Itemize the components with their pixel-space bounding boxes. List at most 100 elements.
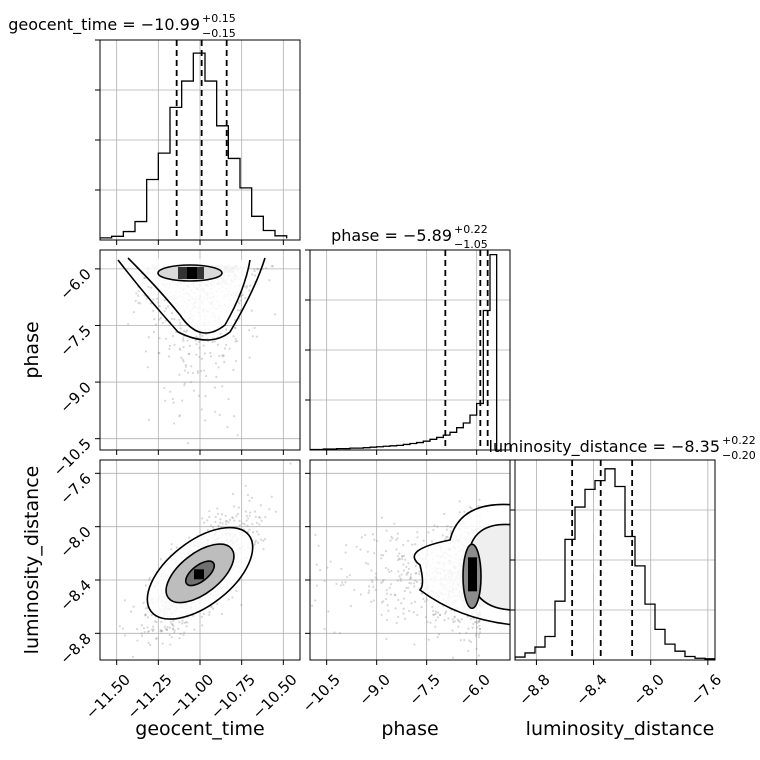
- density-geocent-time-luminosity-distance-point: [118, 625, 121, 628]
- density-phase-luminosity-distance-point: [385, 592, 389, 595]
- density-geocent-time-phase-point: [158, 305, 161, 308]
- density-phase-luminosity-distance-point: [477, 633, 481, 636]
- density-phase-luminosity-distance-point: [425, 598, 428, 601]
- density-geocent-time-luminosity-distance-point: [248, 528, 251, 531]
- density-geocent-time-phase-point: [191, 371, 195, 375]
- density-phase-luminosity-distance-point: [359, 593, 362, 596]
- density-phase-luminosity-distance-point: [395, 621, 398, 625]
- density-geocent-time-phase-point: [186, 339, 189, 342]
- density-phase-luminosity-distance-point: [477, 654, 481, 657]
- density-geocent-time-luminosity-distance-point: [151, 629, 154, 633]
- density-phase-luminosity-distance-point: [340, 567, 343, 571]
- density-phase-luminosity-distance-point: [478, 620, 481, 623]
- density-phase-luminosity-distance-point: [384, 566, 387, 570]
- density-geocent-time-luminosity-distance-point: [178, 620, 181, 624]
- density-phase-luminosity-distance-point: [412, 611, 415, 614]
- density-geocent-time-phase-point: [239, 299, 242, 302]
- density-phase-luminosity-distance-point: [458, 511, 461, 514]
- axis-labels-layer: geocent_time phase luminosity_distance p…: [21, 321, 714, 740]
- density-geocent-time-phase-point: [168, 344, 172, 347]
- density-phase-luminosity-distance-point: [416, 536, 419, 539]
- density-phase-luminosity-distance-point: [475, 620, 478, 624]
- density-geocent-time-luminosity-distance-point: [232, 505, 236, 508]
- density-geocent-time-luminosity-distance-point: [250, 496, 254, 499]
- density-geocent-time-phase-point: [182, 360, 185, 363]
- density-geocent-time-luminosity-distance-point: [153, 620, 156, 623]
- density-geocent-time-phase-point: [203, 352, 207, 355]
- density-phase-luminosity-distance-point: [389, 539, 392, 542]
- density-geocent-time-phase-point: [217, 366, 220, 369]
- density-phase-luminosity-distance-point: [364, 561, 368, 565]
- density-geocent-time-phase-point: [137, 289, 140, 293]
- density-phase-luminosity-distance-point: [335, 582, 338, 585]
- density-phase-luminosity-distance-point: [405, 573, 408, 576]
- density-phase-luminosity-distance-point: [478, 627, 482, 631]
- density-geocent-time-luminosity-distance-point: [193, 628, 196, 631]
- density-phase-luminosity-distance-point: [418, 570, 421, 573]
- density-phase-luminosity-distance-point: [406, 572, 409, 575]
- density-geocent-time-phase-point: [181, 399, 184, 402]
- density-phase-luminosity-distance-point: [402, 597, 406, 600]
- density-phase-luminosity-distance-point: [344, 581, 347, 584]
- density-phase-luminosity-distance-point: [457, 625, 460, 628]
- density-phase-luminosity-distance-point: [426, 620, 429, 624]
- density-geocent-time-phase-point: [182, 339, 185, 342]
- density-geocent-time-phase-point: [215, 375, 218, 379]
- density-phase-luminosity-distance-point: [415, 580, 419, 584]
- density-phase-luminosity-distance-point: [414, 579, 417, 582]
- density-geocent-time-luminosity-distance-point: [216, 507, 219, 510]
- density-geocent-time-phase-point: [195, 335, 198, 338]
- density-geocent-time-luminosity-distance-point: [173, 629, 176, 632]
- density-phase-luminosity-distance-point: [375, 539, 378, 543]
- density-phase-luminosity-distance-point: [453, 616, 456, 619]
- density-geocent-time-luminosity-distance-point: [148, 576, 151, 579]
- density-geocent-time-luminosity-distance-point: [146, 626, 149, 629]
- density-phase-luminosity-distance-point: [305, 585, 307, 587]
- xlabel-luminosity-distance: luminosity_distance: [526, 718, 715, 740]
- density-phase-luminosity-distance-point: [399, 579, 402, 582]
- density-phase-luminosity-distance-point: [349, 604, 353, 608]
- density-geocent-time-luminosity-distance-point: [185, 625, 188, 628]
- density-geocent-time-luminosity-distance-point: [169, 621, 172, 624]
- density-phase-luminosity-distance-point: [458, 500, 461, 503]
- density-phase-luminosity-distance-point: [386, 604, 389, 607]
- density-geocent-time-luminosity-distance-point: [149, 643, 152, 647]
- density-phase-luminosity-distance-point: [434, 619, 438, 622]
- density-phase-luminosity-distance-point: [380, 613, 383, 616]
- density-phase-luminosity-distance-point: [333, 631, 336, 634]
- density-geocent-time-luminosity-distance-ytick-label: −8.4: [56, 576, 94, 614]
- density-geocent-time-phase-point: [223, 361, 226, 364]
- density-geocent-time-phase-point: [198, 355, 201, 359]
- density-phase-luminosity-distance-point: [339, 584, 342, 587]
- density-geocent-time-phase-point: [186, 371, 190, 374]
- density-phase-luminosity-distance-point: [430, 540, 434, 543]
- density-geocent-time-luminosity-distance-point: [252, 531, 255, 534]
- density-geocent-time-phase-point: [216, 343, 220, 346]
- density-geocent-time-phase-point: [200, 357, 204, 360]
- density-phase-luminosity-distance-point: [385, 589, 388, 592]
- density-geocent-time-phase-point: [188, 344, 191, 347]
- density-geocent-time-luminosity-distance-xtick-label: −11.25: [124, 671, 176, 723]
- density-phase-luminosity-distance-point: [397, 570, 400, 573]
- density-phase-luminosity-distance-point: [409, 582, 413, 585]
- density-geocent-time-phase-point: [211, 340, 214, 344]
- density-geocent-time-phase-point: [150, 286, 153, 289]
- density-phase-luminosity-distance-point: [397, 615, 400, 618]
- density-phase-luminosity-distance-peak: [468, 557, 477, 592]
- density-geocent-time-phase-point: [161, 321, 164, 324]
- density-geocent-time-phase-point: [183, 384, 186, 387]
- density-phase-luminosity-distance-point: [323, 579, 326, 582]
- density-geocent-time-luminosity-distance-ytick-label: −8.0: [56, 523, 94, 561]
- density-geocent-time-phase-point: [166, 305, 170, 308]
- density-phase-luminosity-distance-point: [445, 528, 448, 531]
- density-phase-luminosity-distance-point: [394, 594, 397, 597]
- density-geocent-time-phase-point: [213, 386, 217, 389]
- hist-phase-grid: [305, 249, 510, 455]
- density-phase-luminosity-distance-point: [445, 535, 448, 539]
- density-geocent-time-phase-point: [233, 415, 236, 418]
- density-geocent-time-phase-point: [187, 353, 190, 356]
- density-phase-luminosity-distance-point: [443, 512, 446, 515]
- density-phase-luminosity-distance-point: [447, 617, 450, 620]
- density-geocent-time-luminosity-distance-xtick-label: −10.75: [207, 671, 259, 723]
- density-phase-luminosity-distance-point: [394, 607, 397, 610]
